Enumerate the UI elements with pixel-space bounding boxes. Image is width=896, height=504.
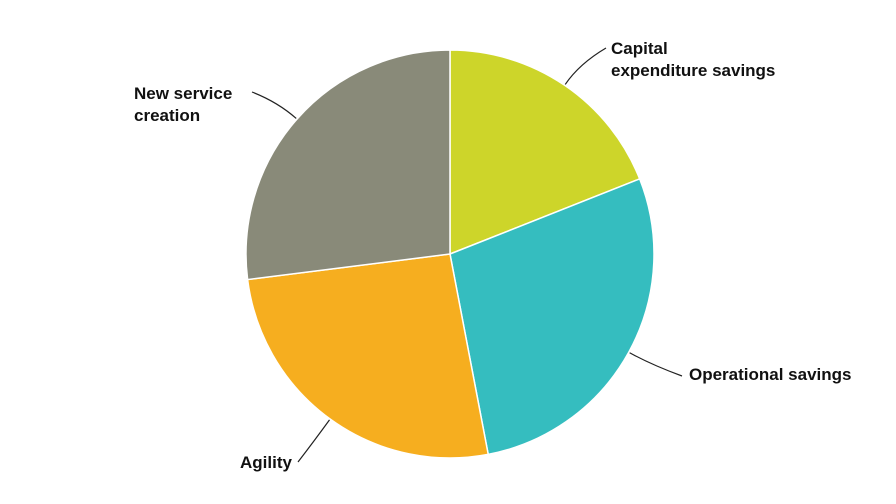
leader-line-0 (564, 47, 607, 85)
leader-line-3 (251, 91, 297, 119)
pie-slice-capital-expenditure-savings (449, 49, 641, 256)
pie-slice-operational-savings (449, 177, 655, 456)
leader-lines (251, 47, 683, 463)
leader-line-2 (297, 419, 330, 463)
slice-label-capital-line-1: Capital (611, 39, 668, 58)
slice-label-operational-savings: Operational savings (689, 365, 852, 384)
slice-label-operational-line-1: Operational savings (689, 365, 852, 384)
pie-slice-new-service-creation (245, 49, 451, 281)
slice-label-capital-line-2: expenditure savings (611, 61, 775, 80)
pie-slices (245, 49, 655, 459)
slice-label-agility: Agility (240, 453, 292, 472)
leader-line-1 (629, 352, 683, 377)
slice-label-new-service-creation: New service creation (134, 84, 237, 125)
slice-label-capital-expenditure-savings: Capital expenditure savings (611, 39, 775, 80)
slice-label-agility-line-1: Agility (240, 453, 292, 472)
slice-label-new-service-line-2: creation (134, 106, 200, 125)
slice-label-new-service-line-1: New service (134, 84, 232, 103)
pie-slice-agility (246, 253, 490, 459)
